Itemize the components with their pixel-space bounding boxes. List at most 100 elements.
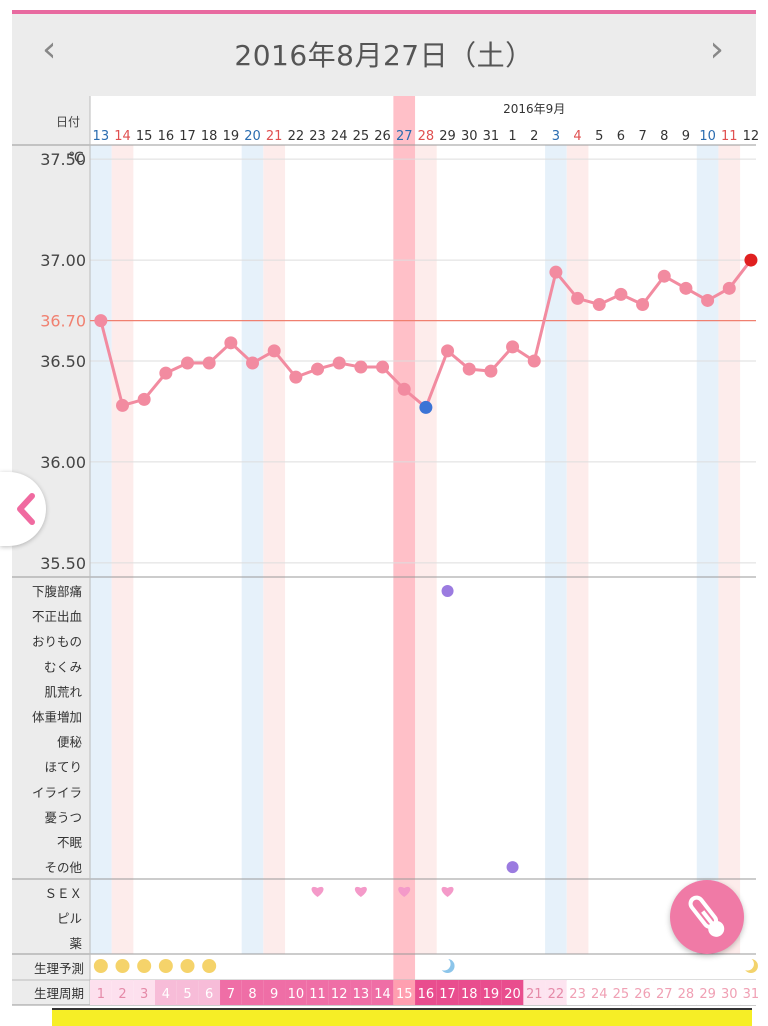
- record-temperature-button[interactable]: [670, 880, 744, 954]
- temperature-point: [484, 364, 498, 378]
- date-tick: 17: [179, 129, 196, 144]
- symptom-label: 下腹部痛: [32, 584, 82, 599]
- record-label: 薬: [69, 936, 82, 951]
- cycle-day-label: 7: [227, 987, 235, 1002]
- temperature-point: [701, 293, 715, 307]
- thermometer-icon: [688, 895, 725, 937]
- cycle-cell: [198, 980, 221, 1005]
- latest-temperature-point: [744, 253, 758, 267]
- cycle-day-label: 19: [483, 987, 500, 1002]
- cycle-cell: [328, 980, 351, 1005]
- prediction-dot: [93, 959, 108, 973]
- temperature-point: [159, 366, 173, 380]
- y-unit-label: ℃: [68, 150, 84, 166]
- cycle-day-label: 3: [140, 987, 148, 1002]
- saturday-column: [241, 145, 264, 954]
- date-tick: 6: [617, 129, 625, 144]
- cycle-cell: [415, 980, 437, 1005]
- prediction-dot: [137, 959, 152, 973]
- date-tick: 21: [266, 129, 283, 144]
- temperature-point: [441, 344, 455, 358]
- date-tick: 4: [573, 129, 581, 144]
- temperature-point: [506, 340, 520, 354]
- cycle-cell: [90, 980, 112, 1005]
- date-tick: 12: [743, 129, 760, 144]
- symptom-label: 肌荒れ: [44, 684, 82, 699]
- month-label: 2016年9月: [503, 102, 565, 116]
- cycle-day-label: 4: [162, 987, 170, 1002]
- prev-day-button[interactable]: ‹: [42, 29, 57, 70]
- temperature-point: [224, 336, 238, 350]
- cycle-cell: [545, 980, 567, 1005]
- date-tick: 28: [418, 129, 435, 144]
- cycle-cell: [696, 980, 719, 1005]
- temperature-point: [549, 265, 563, 279]
- date-tick: 7: [638, 129, 646, 144]
- temperature-point: [636, 297, 650, 311]
- temperature-point: [289, 370, 303, 384]
- saturday-column: [545, 145, 567, 954]
- cycle-row-label: 生理周期: [34, 986, 84, 1001]
- cycle-cell: [111, 980, 134, 1005]
- temperature-point: [397, 382, 411, 396]
- y-tick-label: 35.50: [40, 554, 86, 573]
- cycle-cell: [155, 980, 177, 1005]
- sunday-column: [415, 145, 437, 954]
- heart-icon: [398, 886, 411, 897]
- prediction-dot: [180, 959, 195, 973]
- cycle-cell: [285, 980, 307, 1005]
- cycle-day-label: 10: [288, 987, 305, 1002]
- date-tick: 9: [682, 129, 690, 144]
- date-tick: 13: [93, 129, 110, 144]
- temperature-point: [614, 287, 628, 301]
- cycle-cell: [458, 980, 481, 1005]
- symptom-label: その他: [44, 860, 82, 875]
- cycle-cell: [588, 980, 611, 1005]
- symptom-label: 不正出血: [32, 609, 82, 624]
- temperature-point: [94, 314, 108, 328]
- date-tick: 19: [223, 129, 240, 144]
- date-tick: 2: [530, 129, 538, 144]
- cycle-cell: [436, 980, 459, 1005]
- cycle-day-label: 12: [331, 987, 348, 1002]
- side-panel-button[interactable]: [0, 472, 46, 546]
- cycle-day-label: 18: [461, 987, 478, 1002]
- cycle-cell: [501, 980, 524, 1005]
- cycle-day-label: 21: [526, 987, 543, 1002]
- heart-icon: [354, 886, 367, 897]
- date-tick: 15: [136, 129, 153, 144]
- cycle-cell: [350, 980, 372, 1005]
- temperature-point: [571, 291, 585, 305]
- saturday-column: [90, 145, 112, 954]
- date-tick: 18: [201, 129, 218, 144]
- cycle-day-label: 6: [205, 987, 213, 1002]
- record-label: ピル: [57, 911, 82, 926]
- cycle-day-label: 27: [656, 987, 673, 1002]
- cycle-day-label: 11: [309, 987, 326, 1002]
- cycle-cell: [675, 980, 697, 1005]
- cycle-cell: [480, 980, 502, 1005]
- moon-icon-mask: [740, 957, 754, 971]
- y-tick-label: 36.00: [40, 453, 86, 472]
- heart-icon: [441, 886, 454, 897]
- next-day-button[interactable]: ›: [709, 29, 724, 70]
- date-tick: 5: [595, 129, 603, 144]
- date-tick: 24: [331, 129, 348, 144]
- prediction-dot: [202, 959, 217, 973]
- cycle-cell: [306, 980, 329, 1005]
- symptom-label: イライラ: [32, 785, 82, 800]
- cycle-day-label: 15: [396, 987, 413, 1002]
- cycle-cell: [566, 980, 589, 1005]
- cycle-cell: [523, 980, 546, 1005]
- cycle-day-label: 8: [248, 987, 256, 1002]
- symptom-label: 便秘: [57, 735, 83, 750]
- chevron-left-icon: [17, 493, 35, 525]
- date-row-label: 日付: [56, 115, 80, 129]
- cycle-cell: [241, 980, 264, 1005]
- symptom-label: ほてり: [44, 760, 82, 775]
- date-tick: 22: [288, 129, 305, 144]
- selected-day-column: [393, 96, 416, 1005]
- cycle-cell: [740, 980, 762, 1005]
- date-tick: 27: [396, 129, 413, 144]
